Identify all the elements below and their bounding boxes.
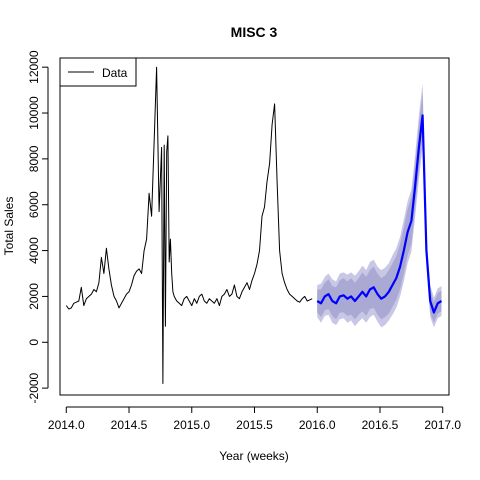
chart-title: MISC 3 (231, 24, 278, 40)
x-tick-label: 2015.5 (236, 418, 273, 432)
x-tick-label: 2016.0 (299, 418, 336, 432)
y-axis-label: Total Sales (2, 197, 16, 256)
plot-frame (59, 57, 450, 396)
legend-box (59, 57, 137, 87)
y-tick-label: -2000 (27, 372, 41, 403)
y-tick-label: 4000 (27, 237, 41, 264)
x-tick-label: 2015.0 (173, 418, 210, 432)
y-tick-label: 12000 (27, 50, 41, 84)
y-tick-label: 2000 (27, 283, 41, 310)
x-tick-label: 2016.5 (362, 418, 399, 432)
x-tick-label: 2014.5 (111, 418, 148, 432)
x-tick-label: 2014.0 (48, 418, 85, 432)
forecast-band-inner (317, 92, 442, 323)
y-axis: -2000 0 2000 4000 6000 8000 10000 12000 (27, 50, 49, 403)
series-line-forecast (316, 114, 443, 314)
series-layer (65, 66, 443, 384)
y-tick-label: 8000 (27, 145, 41, 172)
y-tick-label: 0 (27, 339, 41, 346)
legend-label-data: Data (102, 66, 128, 80)
series-line-data (65, 66, 313, 384)
legend: Data (59, 57, 137, 87)
y-tick-label: 6000 (27, 191, 41, 218)
x-axis: 2014.0 2014.5 2015.0 2015.5 2016.0 2016.5 2017… (48, 406, 461, 432)
y-tick-label: 10000 (27, 96, 41, 130)
forecast-band-inner-layer (317, 92, 442, 323)
x-axis-label: Year (weeks) (219, 449, 289, 463)
x-tick-label: 2017.0 (424, 418, 461, 432)
